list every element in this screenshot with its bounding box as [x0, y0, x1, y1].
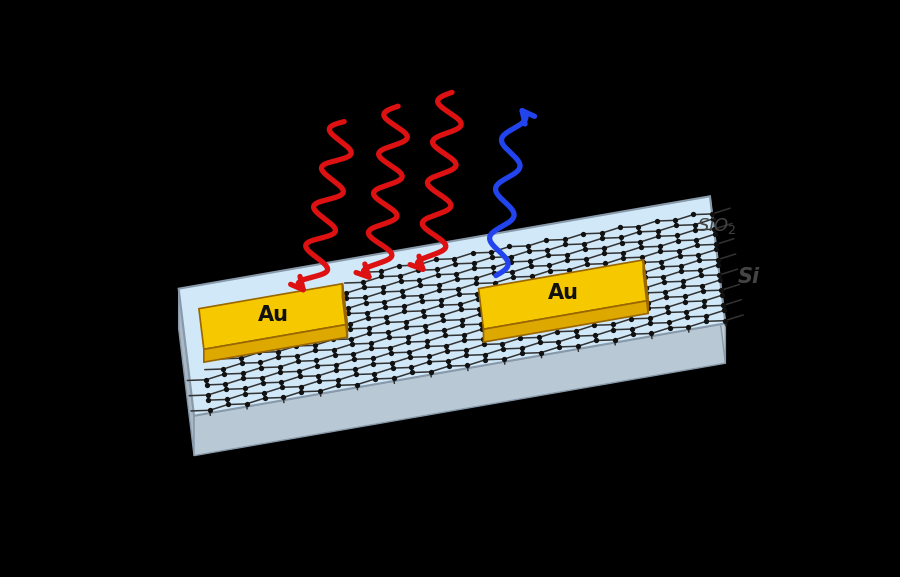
Polygon shape [203, 324, 347, 362]
Polygon shape [710, 196, 725, 364]
Polygon shape [479, 260, 648, 329]
Polygon shape [179, 288, 194, 456]
Polygon shape [199, 284, 347, 349]
Polygon shape [342, 284, 347, 337]
Text: Au: Au [548, 283, 579, 303]
Polygon shape [644, 260, 648, 313]
Text: SiO$_2$: SiO$_2$ [698, 215, 737, 236]
Polygon shape [483, 301, 648, 342]
Text: Si: Si [737, 267, 760, 287]
Polygon shape [179, 196, 725, 416]
Text: Au: Au [257, 305, 289, 325]
Polygon shape [194, 323, 725, 456]
